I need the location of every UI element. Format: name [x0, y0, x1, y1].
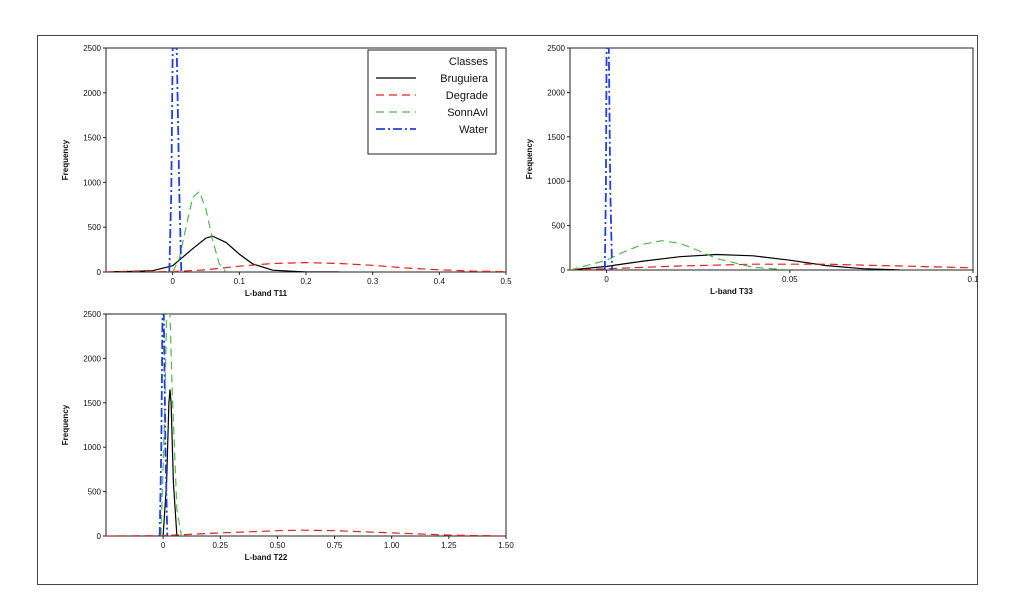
x-tick-label: 0.3 [367, 277, 379, 286]
y-tick-label: 500 [88, 223, 102, 232]
legend-label-degrade: Degrade [446, 90, 488, 102]
y-tick-label: 1000 [83, 443, 101, 452]
x-tick-label: 0.50 [270, 541, 286, 550]
x-tick-label: 0 [604, 275, 609, 284]
y-axis-label: Frequency [61, 404, 70, 445]
y-tick-label: 0 [97, 268, 102, 277]
y-tick-label: 1500 [547, 133, 565, 142]
x-tick-label: 0.4 [434, 277, 446, 286]
series-line-water [603, 48, 613, 270]
y-tick-label: 2000 [83, 89, 101, 98]
figure-canvas: 0 500 1000 1500 2000 2500 0 0.1 0.2 0.3 0.4 0.5 L-ba… [61, 44, 977, 562]
y-tick-label: 0 [561, 266, 566, 275]
series-line-bruguiera [570, 253, 900, 270]
figure-frame: 0 500 1000 1500 2000 2500 0 0.1 0.2 0.3 0.4 0.5 L-ba… [37, 35, 978, 585]
legend-title: Classes [449, 56, 489, 68]
y-tick-label: 2000 [83, 354, 101, 363]
legend-label-bruguiera: Bruguiera [440, 73, 489, 85]
series-line-degrade [106, 529, 506, 536]
series-line-degrade [106, 261, 506, 272]
y-tick-label: 2500 [547, 44, 565, 53]
x-axis-label: L-band T33 [710, 287, 753, 296]
y-tick-label: 0 [97, 532, 102, 541]
chart-panel-2: 0 500 1000 1500 2000 2500 0 0.05 0.1 L-band T33 Fr… [525, 44, 977, 296]
series-line-sonnavl [570, 240, 790, 270]
y-tick-label: 1500 [83, 399, 101, 408]
x-tick-label: 1.25 [441, 541, 457, 550]
x-tick-label: 0.5 [500, 277, 512, 286]
x-axis-label: L-band T22 [245, 553, 288, 562]
y-axis-label: Frequency [61, 139, 70, 180]
y-tick-label: 1000 [83, 178, 101, 187]
x-tick-label: 0 [170, 277, 175, 286]
y-tick-label: 2500 [83, 44, 101, 53]
y-tick-label: 500 [88, 488, 102, 497]
legend: Classes Bruguiera Degrade SonnAvl Water [367, 49, 497, 155]
y-tick-label: 1500 [83, 134, 101, 143]
plot-area-border [569, 47, 974, 271]
y-tick-label: 500 [552, 222, 566, 231]
chart-panel-1: 0 500 1000 1500 2000 2500 0 0.1 0.2 0.3 0.4 0.5 L-ba… [61, 44, 512, 298]
x-axis-label: L-band T11 [245, 289, 288, 298]
series-line-water [168, 48, 183, 272]
x-tick-label: 0.1 [234, 277, 246, 286]
x-tick-label: 0.1 [967, 275, 977, 284]
chart-panel-3: 0 500 1000 1500 2000 2500 0 0.25 0.50 0.75 1.00 1.2… [61, 310, 514, 562]
series-line-degrade [570, 263, 973, 270]
plot-area-border [105, 313, 507, 537]
x-tick-label: 1.00 [384, 541, 400, 550]
x-tick-label: 0.2 [300, 277, 312, 286]
y-tick-label: 1000 [547, 177, 565, 186]
y-tick-label: 2000 [547, 88, 565, 97]
legend-label-water: Water [459, 124, 488, 136]
legend-label-sonnavl: SonnAvl [447, 107, 488, 119]
x-tick-label: 0.25 [212, 541, 228, 550]
y-tick-label: 2500 [83, 310, 101, 319]
x-tick-label: 0.75 [327, 541, 343, 550]
x-tick-label: 0 [161, 541, 166, 550]
x-tick-label: 0.05 [782, 275, 798, 284]
series-line-water [158, 314, 169, 536]
legend-box [367, 49, 497, 155]
series-line-bruguiera [106, 235, 340, 272]
x-tick-label: 1.50 [498, 541, 514, 550]
y-axis-label: Frequency [525, 138, 534, 179]
